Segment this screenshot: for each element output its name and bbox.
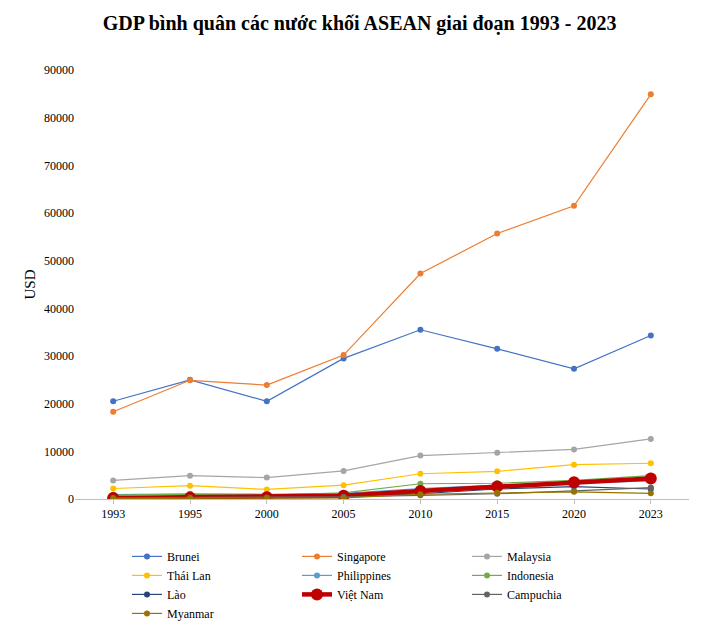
svg-text:0: 0 xyxy=(68,492,74,506)
svg-text:1995: 1995 xyxy=(178,507,202,521)
svg-text:80000: 80000 xyxy=(44,111,74,125)
svg-text:1993: 1993 xyxy=(101,507,125,521)
svg-text:Myanmar: Myanmar xyxy=(167,607,214,621)
svg-text:GDP bình quân các nước khối AS: GDP bình quân các nước khối ASEAN giai đ… xyxy=(103,12,617,35)
svg-text:2015: 2015 xyxy=(485,507,509,521)
svg-text:Singapore: Singapore xyxy=(337,550,386,564)
svg-text:2023: 2023 xyxy=(639,507,663,521)
svg-text:2000: 2000 xyxy=(255,507,279,521)
svg-text:20000: 20000 xyxy=(44,397,74,411)
svg-text:Việt Nam: Việt Nam xyxy=(337,588,384,602)
svg-text:30000: 30000 xyxy=(44,349,74,363)
svg-text:Thái Lan: Thái Lan xyxy=(167,569,211,583)
svg-text:Malaysia: Malaysia xyxy=(507,550,552,564)
svg-text:90000: 90000 xyxy=(44,63,74,77)
svg-text:Philippines: Philippines xyxy=(337,569,391,583)
svg-text:Brunei: Brunei xyxy=(167,550,200,564)
svg-text:Campuchia: Campuchia xyxy=(507,588,562,602)
svg-text:40000: 40000 xyxy=(44,302,74,316)
svg-text:70000: 70000 xyxy=(44,159,74,173)
svg-text:60000: 60000 xyxy=(44,206,74,220)
svg-text:50000: 50000 xyxy=(44,254,74,268)
svg-text:10000: 10000 xyxy=(44,445,74,459)
svg-text:2005: 2005 xyxy=(332,507,356,521)
svg-text:Indonesia: Indonesia xyxy=(507,569,554,583)
svg-text:2010: 2010 xyxy=(408,507,432,521)
svg-text:Lào: Lào xyxy=(167,588,186,602)
svg-text:USD: USD xyxy=(22,269,38,299)
svg-text:2020: 2020 xyxy=(562,507,586,521)
